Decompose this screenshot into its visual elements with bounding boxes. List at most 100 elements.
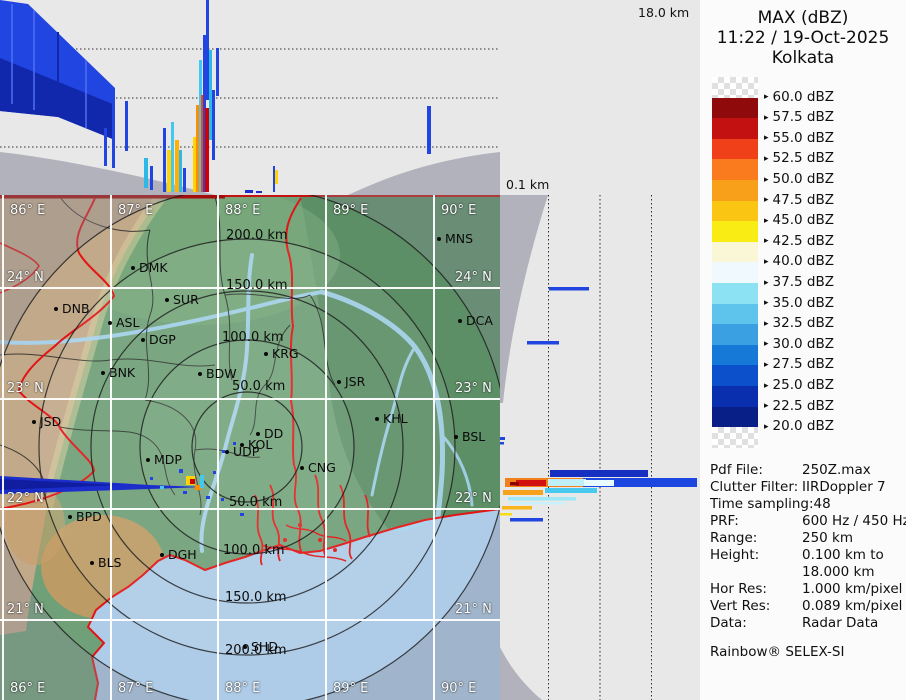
legend-tick-icon: ▸ [764, 112, 769, 123]
station-label-MDP: MDP [154, 452, 182, 467]
legend-tick-icon: ▸ [764, 277, 769, 288]
legend-entry-label: 57.5 dBZ [772, 109, 834, 126]
station-marker-UDP [225, 450, 229, 454]
metadata-label: Data: [710, 615, 747, 631]
radar-map: 86° E 86° E 87° E 87° E 88° E 88° E 89° E 89° E… [0, 195, 500, 700]
station-marker-SHD [243, 645, 247, 649]
station-marker-KOL [240, 443, 244, 447]
latitude-label-right: 21° N [455, 602, 492, 617]
legend-entry-label: 37.5 dBZ [772, 274, 834, 290]
legend-entry: ▸ 60.0 dBZ [764, 89, 834, 105]
longitude-gridline [433, 195, 435, 700]
station-marker-DGH [160, 553, 164, 557]
legend-tick-icon: ▸ [764, 195, 769, 206]
metadata-row: Hor Res: 1.000 km/pixel [710, 581, 904, 598]
metadata-row: Data: Radar Data [710, 615, 904, 632]
map-graphics [0, 195, 500, 700]
legend-swatch [712, 283, 758, 304]
metadata-row: Clutter Filter: IIRDoppler 7 [710, 479, 904, 496]
longitude-label-top: 88° E [225, 203, 261, 218]
longitude-label-top: 89° E [333, 203, 369, 218]
range-ring-label: 200.0 km [225, 643, 287, 658]
station-label-DGP: DGP [149, 332, 176, 347]
side-height-profile-panel [500, 195, 700, 700]
station-marker-BPD [68, 515, 72, 519]
metadata-label: Range: [710, 530, 758, 546]
range-ring-label: 200.0 km [226, 228, 288, 243]
station-label-DMK: DMK [139, 260, 168, 275]
legend-entry: ▸ 37.5 dBZ [764, 274, 834, 290]
station-marker-DCA [458, 319, 462, 323]
station-label-SHD: SHD [251, 639, 278, 654]
station-marker-KHL [375, 417, 379, 421]
range-ring-label: 150.0 km [225, 590, 287, 605]
legend-swatch [712, 262, 758, 283]
legend-entry-label: 60.0 dBZ [772, 88, 834, 105]
legend-entry: ▸ 25.0 dBZ [764, 377, 834, 393]
station-marker-DD [256, 432, 260, 436]
latitude-gridline [0, 287, 500, 289]
metadata-value: 0.089 km/pixel [802, 598, 903, 614]
map-overlay: 86° E 86° E 87° E 87° E 88° E 88° E 89° E 89° E… [0, 195, 500, 700]
station-label-BPD: BPD [76, 509, 102, 524]
metadata-label: Pdf File: [710, 462, 763, 478]
legend-entry-label: 55.0 dBZ [772, 129, 834, 146]
station-label-CNG: CNG [308, 460, 336, 475]
station-label-BLS: BLS [98, 555, 122, 570]
range-ring-label: 50.0 km [229, 495, 283, 510]
station-marker-ASL [108, 321, 112, 325]
legend-entry: ▸ 45.0 dBZ [764, 212, 834, 228]
legend-entry-label: 27.5 dBZ [772, 356, 834, 373]
metadata-block: Pdf File: 250Z.max Clutter Filter: IIRDoppl… [710, 462, 906, 632]
station-label-BDW: BDW [206, 366, 237, 381]
station-marker-SUR [165, 298, 169, 302]
legend-tick-icon: ▸ [764, 174, 769, 185]
station-marker-DGP [141, 338, 145, 342]
legend-colorbar [712, 77, 758, 448]
station-label-BSL: BSL [462, 429, 486, 444]
legend-tick-icon: ▸ [764, 421, 769, 432]
latitude-label-left: 23° N [7, 381, 44, 396]
metadata-value: 600 Hz / 450 Hz [802, 513, 906, 529]
metadata-row: Height: 0.100 km to [710, 547, 904, 564]
longitude-label-bottom: 86° E [10, 681, 46, 696]
metadata-label [710, 564, 802, 581]
legend-entry: ▸ 35.0 dBZ [764, 295, 834, 311]
metadata-value: 18.000 km [802, 564, 875, 580]
legend-tick-icon: ▸ [764, 298, 769, 309]
longitude-gridline [325, 195, 327, 700]
legend-entry: ▸ 40.0 dBZ [764, 253, 834, 269]
product-title: MAX (dBZ) [757, 8, 849, 28]
legend-swatch [712, 138, 758, 160]
station-label-MNS: MNS [445, 231, 474, 246]
legend-tick-icon: ▸ [764, 153, 769, 164]
legend-tick-icon: ▸ [764, 401, 769, 412]
legend-entry: ▸ 22.5 dBZ [764, 398, 834, 414]
legend-tick-icon: ▸ [764, 256, 769, 267]
latitude-gridline [0, 508, 500, 510]
legend-entry: ▸ 50.0 dBZ [764, 171, 834, 187]
station-marker-BNK [101, 371, 105, 375]
station-label-UDP: UDP [233, 444, 260, 459]
metadata-value: 1.000 km/pixel [802, 581, 903, 597]
legend-entry: ▸ 55.0 dBZ [764, 130, 834, 146]
legend-tick-icon: ▸ [764, 92, 769, 103]
legend-entry: ▸ 52.5 dBZ [764, 150, 834, 166]
station-marker-JSD [32, 420, 36, 424]
station-marker-BDW [198, 372, 202, 376]
legend-swatch [712, 344, 758, 366]
legend-swatch [712, 324, 758, 345]
longitude-gridline [217, 195, 219, 700]
product-timestamp: 11:22 / 19-Oct-2025 [716, 28, 890, 48]
metadata-label: Height: [710, 547, 760, 563]
legend-swatch [712, 221, 758, 242]
latitude-gridline [0, 619, 500, 621]
longitude-gridline [2, 195, 4, 700]
legend-entry-label: 47.5 dBZ [772, 191, 834, 208]
metadata-row: Pdf File: 250Z.max [710, 462, 904, 479]
legend-swatch [712, 406, 758, 428]
range-ring-label: 150.0 km [226, 278, 288, 293]
station-label-JSD: JSD [40, 414, 62, 429]
legend-tick-icon: ▸ [764, 318, 769, 329]
